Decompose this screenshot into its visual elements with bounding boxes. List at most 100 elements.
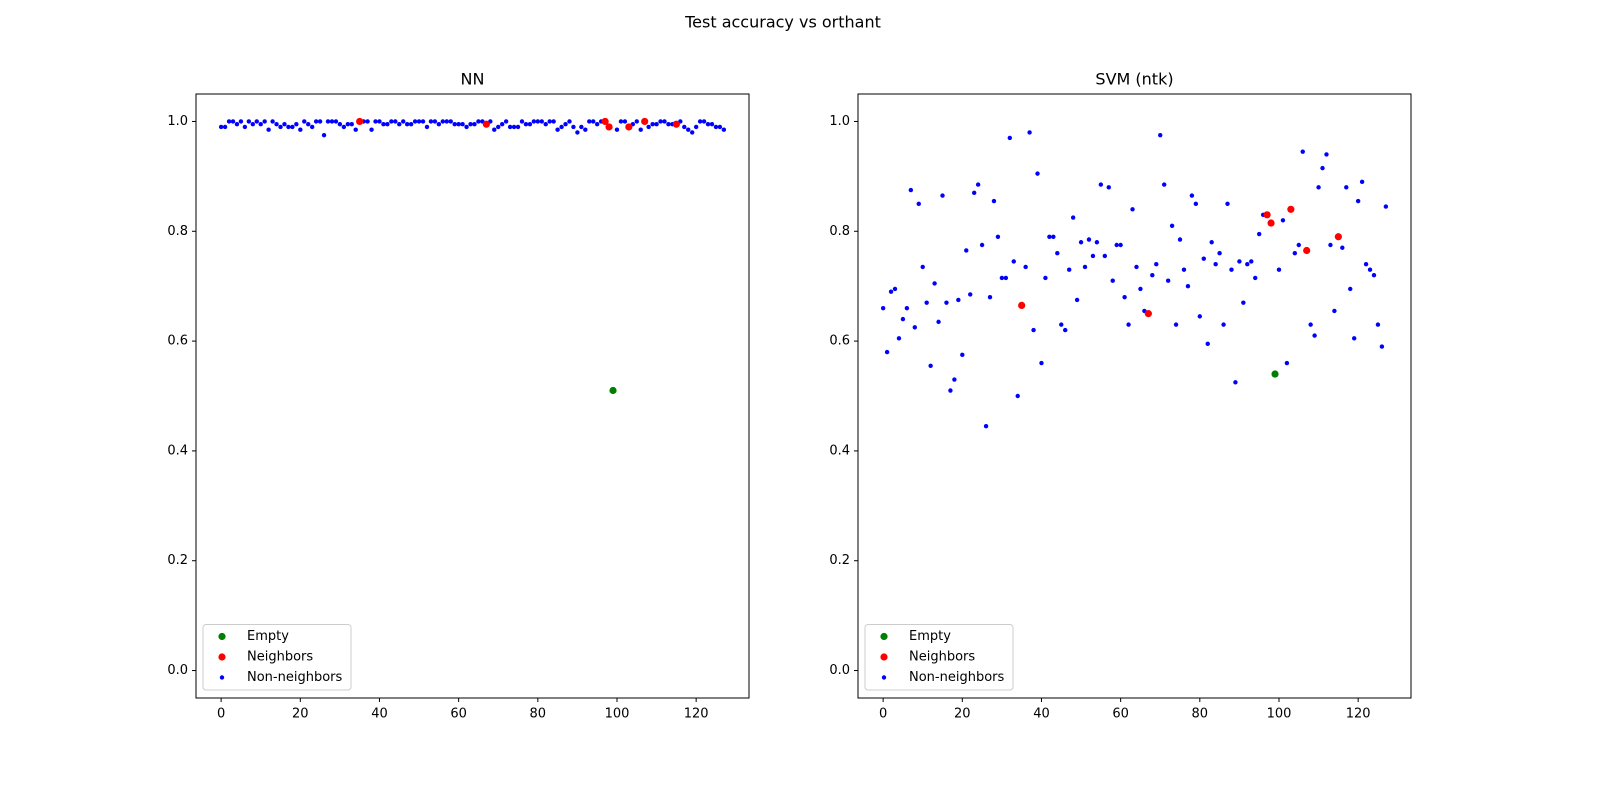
point [721, 127, 727, 132]
point [1003, 275, 1009, 281]
point [641, 117, 649, 126]
point [298, 127, 303, 132]
point [563, 122, 568, 127]
point [539, 119, 544, 124]
point [983, 424, 989, 429]
point [1059, 322, 1064, 327]
point [246, 119, 252, 124]
point [309, 124, 315, 130]
x-tick-label: 20 [292, 707, 309, 722]
point [634, 119, 639, 124]
point [373, 119, 378, 124]
point [535, 119, 541, 124]
point [511, 124, 517, 130]
point [912, 325, 918, 330]
axes: SVM (ntk) 0 20 40 60 80 100 120 0.0 0.2 0.4 0.6 0.8 1… [829, 70, 1412, 722]
legend-marker [218, 632, 226, 641]
axes: NN 0 20 40 60 80 100 120 0.0 0.2 0.4 0.6 0.8 1.0 Empty… [167, 70, 750, 722]
point [1063, 327, 1068, 333]
point [1015, 393, 1020, 399]
point [646, 124, 651, 130]
point [1201, 256, 1206, 261]
point [618, 119, 624, 124]
point [482, 120, 490, 128]
point [1332, 308, 1337, 314]
point [1241, 300, 1246, 305]
axes-frame [857, 93, 1412, 699]
point [689, 130, 695, 135]
point [1296, 242, 1301, 248]
point [1082, 264, 1088, 270]
point [404, 122, 410, 127]
point [353, 127, 358, 132]
point [1340, 245, 1345, 250]
point [952, 377, 957, 382]
point [250, 122, 256, 127]
point [579, 124, 584, 130]
point [472, 122, 477, 127]
point [452, 122, 457, 127]
point [987, 294, 993, 300]
y-tick-label: 0.2 [167, 553, 188, 568]
legend-label: Empty [247, 629, 289, 644]
y-tick-label: 1.0 [829, 114, 850, 129]
point [1379, 344, 1385, 349]
point [464, 124, 469, 130]
point [519, 119, 525, 124]
y-tick-label: 1.0 [167, 114, 188, 129]
point [682, 124, 687, 130]
point [1334, 233, 1342, 241]
point [460, 122, 465, 127]
x-tick-label: 40 [1033, 707, 1050, 722]
point [1106, 185, 1111, 190]
point [230, 119, 236, 124]
point [234, 122, 240, 127]
x-tick-label: 0 [879, 707, 887, 722]
point [1189, 193, 1195, 198]
point [448, 119, 453, 124]
point [543, 122, 548, 127]
point [547, 119, 552, 124]
point [432, 119, 438, 124]
y-tick-label: 0.6 [829, 334, 850, 349]
x-tick-label: 20 [954, 707, 971, 722]
point [625, 123, 633, 131]
point [1094, 240, 1100, 245]
point [1249, 259, 1254, 264]
legend-marker [218, 653, 226, 661]
axes-title: SVM (ntk) [1095, 70, 1173, 89]
point [622, 119, 628, 124]
point [1363, 262, 1369, 267]
point [880, 305, 886, 311]
point [258, 122, 263, 127]
point [717, 124, 723, 130]
point [381, 122, 386, 127]
point [1130, 207, 1135, 212]
point [1066, 267, 1072, 272]
point [1316, 185, 1321, 190]
point [408, 122, 414, 127]
point [476, 119, 481, 124]
point [1324, 152, 1329, 157]
point [1051, 234, 1056, 239]
point [507, 124, 513, 130]
y-tick-label: 0.6 [167, 334, 188, 349]
point [1126, 322, 1131, 327]
x-tick-label: 120 [684, 707, 709, 722]
point [278, 124, 283, 130]
point [999, 275, 1005, 281]
point [496, 124, 501, 130]
point [1035, 171, 1040, 176]
x-tick-label: 100 [1267, 707, 1292, 722]
point [662, 119, 667, 124]
point [341, 124, 347, 130]
point [896, 336, 902, 341]
point [591, 119, 596, 124]
point [531, 119, 537, 124]
point [1193, 201, 1199, 207]
point [916, 201, 921, 207]
legend: Empty Neighbors Non-neighbors [864, 624, 1014, 691]
point [420, 119, 426, 124]
point [1161, 182, 1167, 187]
